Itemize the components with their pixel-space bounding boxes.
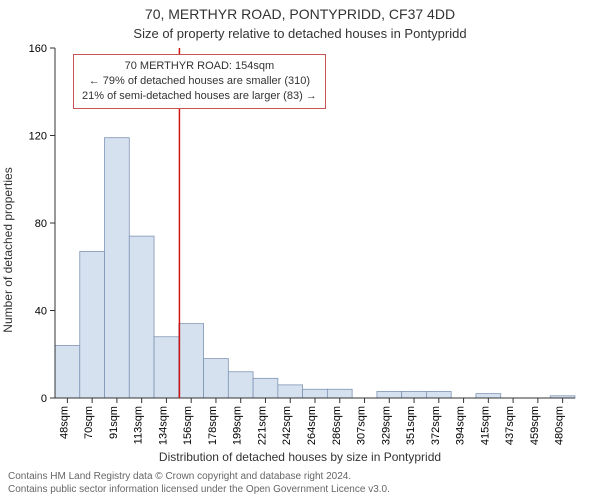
histogram-bar bbox=[55, 346, 80, 399]
x-tick-label: 351sqm bbox=[405, 406, 417, 445]
x-tick-label: 372sqm bbox=[430, 406, 442, 445]
x-tick-label: 134sqm bbox=[157, 406, 169, 445]
y-tick-label: 120 bbox=[29, 131, 47, 143]
chart-container: 70, MERTHYR ROAD, PONTYPRIDD, CF37 4DD S… bbox=[0, 0, 600, 500]
footer-line-2: Contains public sector information licen… bbox=[8, 483, 390, 496]
histogram-bar bbox=[327, 389, 352, 398]
x-tick-label: 307sqm bbox=[356, 406, 368, 445]
histogram-bar bbox=[154, 337, 179, 398]
footer-line-1: Contains HM Land Registry data © Crown c… bbox=[8, 470, 390, 483]
annotation-line-1: 70 MERTHYR ROAD: 154sqm bbox=[82, 59, 317, 74]
histogram-bar bbox=[476, 394, 501, 398]
x-tick-label: 394sqm bbox=[455, 406, 467, 445]
x-tick-label: 113sqm bbox=[133, 406, 145, 444]
x-tick-label: 286sqm bbox=[331, 406, 343, 445]
histogram-bar bbox=[402, 391, 427, 398]
x-tick-label: 221sqm bbox=[256, 406, 268, 445]
y-tick-label: 40 bbox=[35, 306, 47, 318]
annotation-line-2: ← 79% of detached houses are smaller (31… bbox=[82, 74, 317, 89]
histogram-bar bbox=[228, 372, 253, 398]
histogram-bar bbox=[204, 359, 229, 398]
histogram-bar bbox=[129, 236, 154, 398]
histogram-bar bbox=[105, 138, 130, 398]
histogram-bar bbox=[253, 378, 278, 398]
x-tick-label: 329sqm bbox=[380, 406, 392, 445]
x-tick-label: 48sqm bbox=[58, 406, 70, 439]
x-tick-label: 459sqm bbox=[529, 406, 541, 445]
histogram-bar bbox=[377, 391, 402, 398]
histogram-bar bbox=[179, 324, 204, 398]
x-tick-label: 480sqm bbox=[554, 406, 566, 445]
histogram-bar bbox=[80, 251, 105, 398]
annotation-box: 70 MERTHYR ROAD: 154sqm ← 79% of detache… bbox=[73, 54, 326, 109]
attribution-footer: Contains HM Land Registry data © Crown c… bbox=[8, 470, 390, 496]
x-tick-label: 242sqm bbox=[281, 406, 293, 445]
x-tick-label: 264sqm bbox=[306, 406, 318, 445]
y-tick-label: 0 bbox=[41, 393, 47, 405]
x-tick-label: 156sqm bbox=[182, 406, 194, 445]
x-tick-label: 91sqm bbox=[108, 406, 120, 439]
annotation-line-3: 21% of semi-detached houses are larger (… bbox=[82, 89, 317, 104]
histogram-bar bbox=[278, 385, 303, 398]
histogram-bar bbox=[426, 391, 451, 398]
x-tick-label: 199sqm bbox=[232, 406, 244, 445]
x-tick-label: 437sqm bbox=[504, 406, 516, 445]
x-tick-label: 178sqm bbox=[207, 406, 219, 445]
y-tick-label: 80 bbox=[35, 218, 47, 230]
x-axis-label: Distribution of detached houses by size … bbox=[0, 450, 600, 464]
histogram-bar bbox=[303, 389, 328, 398]
y-tick-label: 160 bbox=[29, 43, 47, 55]
x-tick-label: 415sqm bbox=[479, 406, 491, 445]
x-tick-label: 70sqm bbox=[83, 406, 95, 439]
